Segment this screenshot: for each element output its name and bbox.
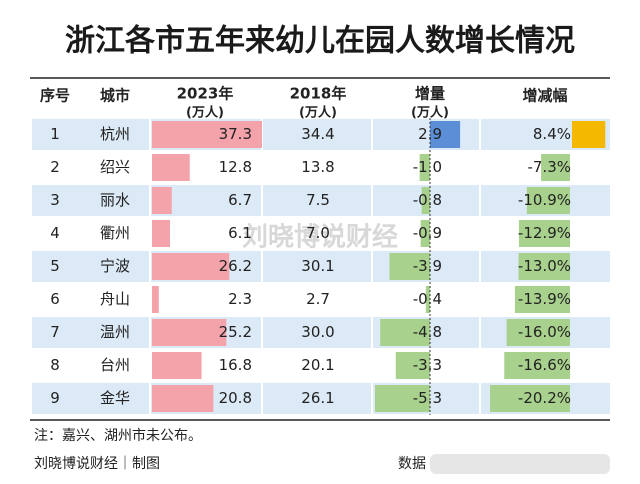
bar-2023 xyxy=(152,385,214,412)
cell-2018: 2.7 xyxy=(306,290,330,308)
data-source: 数据 xyxy=(398,456,426,472)
bar-change xyxy=(506,319,570,346)
header-cell: 城市 xyxy=(100,87,130,105)
cell-2018: 13.8 xyxy=(301,158,334,176)
cell-increment: -3.9 xyxy=(413,257,442,275)
blurred-text xyxy=(430,454,610,474)
bar-2023 xyxy=(152,220,170,247)
cell-city: 杭州 xyxy=(100,125,130,143)
cell-index: 3 xyxy=(50,191,60,209)
cell-increment: -0.9 xyxy=(413,224,442,242)
header-cell: 2023年 xyxy=(177,85,234,103)
cell-change: 8.4% xyxy=(533,125,571,143)
header-cell: 2018年 xyxy=(290,85,347,103)
cell-2018: 7.0 xyxy=(306,224,330,242)
cell-city: 绍兴 xyxy=(100,158,130,176)
cell-index: 1 xyxy=(50,125,60,143)
header-cell: 增减幅 xyxy=(522,87,567,105)
cell-change: -16.0% xyxy=(518,323,571,341)
cell-city: 台州 xyxy=(100,356,130,374)
cell-index: 4 xyxy=(50,224,60,242)
bar-change xyxy=(518,253,570,280)
cell-2023: 20.8 xyxy=(219,389,252,407)
cell-city: 衢州 xyxy=(100,224,130,242)
cell-index: 9 xyxy=(50,389,60,407)
cell-change: -13.0% xyxy=(518,257,571,275)
row-band xyxy=(32,251,610,282)
bar-increment xyxy=(389,253,430,280)
cell-index: 2 xyxy=(50,158,60,176)
cell-city: 温州 xyxy=(100,323,130,341)
cell-2018: 20.1 xyxy=(301,356,334,374)
cell-2018: 30.0 xyxy=(301,323,334,341)
cell-city: 舟山 xyxy=(100,290,130,308)
cell-change: -10.9% xyxy=(518,191,571,209)
cell-2023: 37.3 xyxy=(219,125,252,143)
bar-change xyxy=(572,121,606,148)
cell-2018: 7.5 xyxy=(306,191,330,209)
cell-increment: -3.3 xyxy=(413,356,442,374)
bar-increment xyxy=(395,352,430,379)
cell-increment: -0.8 xyxy=(413,191,442,209)
cell-increment: -0.4 xyxy=(413,290,442,308)
cell-change: -12.9% xyxy=(518,224,571,242)
bar-2023 xyxy=(152,121,262,148)
row-band xyxy=(32,185,610,216)
cell-index: 6 xyxy=(50,290,60,308)
cell-2023: 6.7 xyxy=(228,191,252,209)
title: 浙江各市五年来幼儿在园人数增长情况 xyxy=(65,24,575,59)
bar-increment xyxy=(421,187,430,214)
header-cell: (万人) xyxy=(299,105,337,121)
cell-2023: 25.2 xyxy=(219,323,252,341)
cell-index: 5 xyxy=(50,257,60,275)
cell-index: 7 xyxy=(50,323,60,341)
header-cell: (万人) xyxy=(186,105,224,121)
cell-change: -7.3% xyxy=(527,158,571,176)
bar-2023 xyxy=(152,154,190,181)
bar-2023 xyxy=(152,187,172,214)
cell-2023: 16.8 xyxy=(219,356,252,374)
cell-increment: -1.0 xyxy=(413,158,442,176)
bar-increment xyxy=(420,220,430,247)
bar-increment xyxy=(380,319,430,346)
bar-change xyxy=(526,187,570,214)
cell-2023: 26.2 xyxy=(219,257,252,275)
watermark: 刘晓博说财经 xyxy=(242,222,398,253)
bar-increment xyxy=(430,121,461,148)
cell-2018: 34.4 xyxy=(301,125,334,143)
bar-2023 xyxy=(152,352,202,379)
bar-change xyxy=(518,220,570,247)
bar-change xyxy=(504,352,570,379)
bar-increment xyxy=(375,385,430,412)
bar-change xyxy=(490,385,570,412)
cell-city: 宁波 xyxy=(100,257,130,275)
cell-increment: -5.3 xyxy=(413,389,442,407)
bar-increment xyxy=(425,286,430,313)
header-cell: (万人) xyxy=(411,105,449,121)
cell-change: -16.6% xyxy=(518,356,571,374)
cell-change: -20.2% xyxy=(518,389,571,407)
cell-city: 金华 xyxy=(100,389,130,407)
bar-change xyxy=(514,286,570,313)
note: 注：嘉兴、湖州市未公布。 xyxy=(34,427,202,444)
bar-change xyxy=(541,154,570,181)
source: 刘晓博说财经｜制图 xyxy=(34,455,160,472)
cell-2018: 30.1 xyxy=(301,257,334,275)
cell-2023: 6.1 xyxy=(228,224,252,242)
cell-increment: -4.8 xyxy=(413,323,442,341)
cell-2018: 26.1 xyxy=(301,389,334,407)
bar-2023 xyxy=(152,253,230,280)
cell-2023: 2.3 xyxy=(228,290,252,308)
cell-change: -13.9% xyxy=(518,290,571,308)
cell-index: 8 xyxy=(50,356,60,374)
header-cell: 增量 xyxy=(415,85,445,103)
bar-2023 xyxy=(152,319,227,346)
cell-2023: 12.8 xyxy=(219,158,252,176)
cell-city: 丽水 xyxy=(100,191,130,209)
bar-increment xyxy=(419,154,430,181)
bar-2023 xyxy=(152,286,159,313)
row-band xyxy=(32,119,610,150)
header-cell: 序号 xyxy=(40,87,70,105)
